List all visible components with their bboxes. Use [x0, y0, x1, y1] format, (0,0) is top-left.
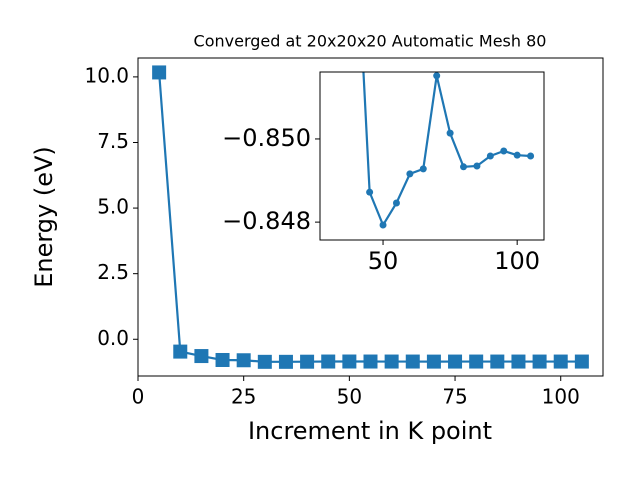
x-tick-label: 25 — [231, 385, 256, 409]
marker — [574, 354, 589, 369]
marker — [532, 354, 547, 369]
marker — [194, 349, 209, 364]
marker — [384, 354, 399, 369]
marker — [486, 152, 494, 160]
x-axis-label: Increment in K point — [248, 417, 492, 445]
marker — [527, 152, 535, 160]
y-tick-label: 7.5 — [97, 129, 129, 153]
y-tick-label: −0.850 — [222, 124, 311, 152]
marker — [473, 162, 481, 170]
marker — [366, 188, 374, 196]
marker — [342, 354, 357, 369]
x-tick-label: 100 — [494, 247, 540, 275]
marker — [490, 354, 505, 369]
marker — [215, 352, 230, 367]
marker — [405, 354, 420, 369]
marker — [426, 354, 441, 369]
axes-frame — [319, 71, 545, 241]
marker — [173, 344, 188, 359]
marker — [257, 354, 272, 369]
marker — [513, 151, 521, 159]
y-tick-label: 10.0 — [84, 63, 129, 87]
marker — [236, 353, 251, 368]
x-tick-label: 100 — [542, 385, 580, 409]
plot-area — [152, 65, 589, 369]
x-tick-label: 50 — [337, 385, 362, 409]
marker — [363, 354, 378, 369]
marker — [511, 354, 526, 369]
marker — [469, 354, 484, 369]
marker — [448, 354, 463, 369]
marker — [500, 147, 508, 155]
marker — [392, 199, 400, 207]
marker — [406, 170, 414, 178]
marker — [152, 65, 167, 80]
marker — [419, 165, 427, 173]
chart-title: Converged at 20x20x20 Automatic Mesh 80 — [194, 32, 547, 51]
y-tick-label: 0.0 — [97, 326, 129, 350]
series-line — [362, 72, 531, 228]
y-tick-label: 5.0 — [97, 195, 129, 219]
x-tick-label: 0 — [132, 385, 145, 409]
marker — [460, 163, 468, 171]
marker — [379, 221, 387, 229]
y-tick-label: 2.5 — [97, 260, 129, 284]
x-tick-label: 75 — [442, 385, 467, 409]
x-tick-label: 50 — [368, 247, 399, 275]
marker — [278, 354, 293, 369]
marker — [446, 129, 454, 137]
marker — [433, 72, 441, 80]
plot-area — [362, 72, 535, 229]
marker — [321, 354, 336, 369]
marker — [553, 354, 568, 369]
axes-frame — [137, 57, 604, 377]
marker — [300, 354, 315, 369]
y-axis-label: Energy (eV) — [30, 146, 58, 288]
y-tick-label: −0.848 — [222, 207, 311, 235]
